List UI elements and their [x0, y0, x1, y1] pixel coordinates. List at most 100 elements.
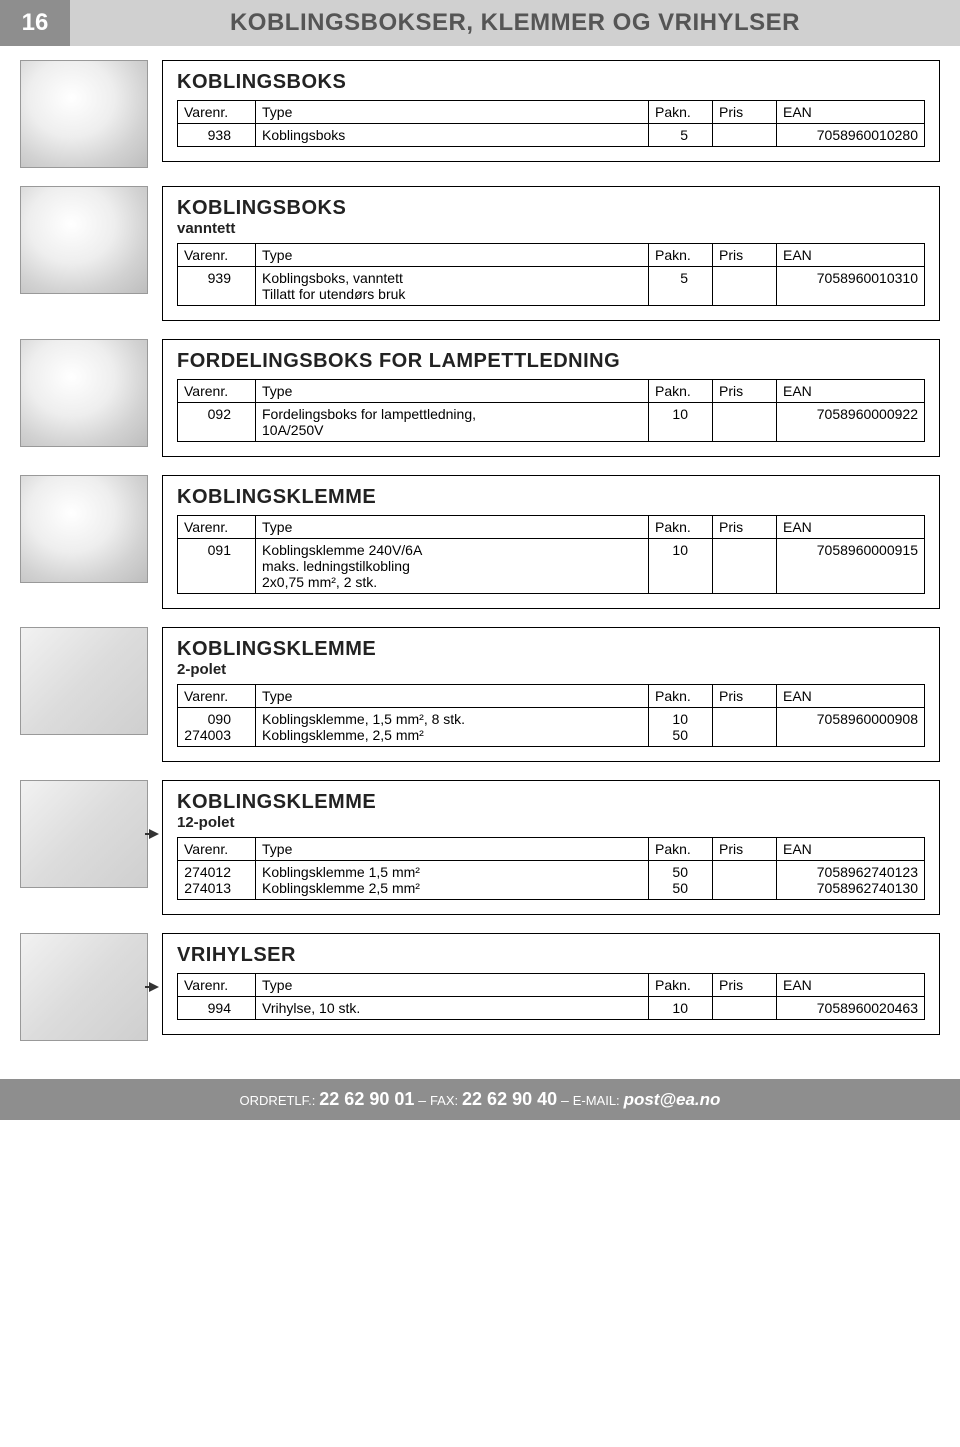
section-subtitle: 2-polet — [177, 661, 925, 678]
table-header-varenr: Varenr. — [178, 101, 256, 124]
table-header-ean: EAN — [777, 838, 925, 861]
table-header-pris: Pris — [713, 838, 777, 861]
table-header-pris: Pris — [713, 974, 777, 997]
table-cell-type: Koblingsklemme, 1,5 mm², 8 stk. Koblings… — [256, 708, 649, 747]
page-number: 16 — [0, 0, 70, 46]
section-block: KOBLINGSKLEMME12-polet Varenr.TypePakn.Pr… — [20, 780, 940, 915]
table-header-type: Type — [256, 838, 649, 861]
table-cell-ean: 7058960000915 — [777, 539, 925, 594]
section-panel: KOBLINGSKLEMME2-poletVarenr.TypePakn.Pri… — [162, 627, 940, 762]
table-cell-pris — [713, 267, 777, 306]
table-header-type: Type — [256, 685, 649, 708]
table-cell-pris — [713, 861, 777, 900]
product-table: Varenr.TypePakn.PrisEAN938Koblingsboks57… — [177, 100, 925, 147]
table-header-pris: Pris — [713, 101, 777, 124]
table-cell-type: Koblingsklemme 1,5 mm² Koblingsklemme 2,… — [256, 861, 649, 900]
table-header-ean: EAN — [777, 244, 925, 267]
table-header-varenr: Varenr. — [178, 685, 256, 708]
table-cell-varenr: 092 — [178, 403, 256, 442]
page-title: KOBLINGSBOKSER, KLEMMER OG VRIHYLSER — [70, 0, 960, 46]
table-header-pris: Pris — [713, 685, 777, 708]
table-row: 274012 274013Koblingsklemme 1,5 mm² Kobl… — [178, 861, 925, 900]
table-cell-type: Fordelingsboks for lampettledning, 10A/2… — [256, 403, 649, 442]
table-cell-pris — [713, 539, 777, 594]
product-photo — [20, 933, 148, 1041]
table-header-ean: EAN — [777, 516, 925, 539]
table-cell-varenr: 938 — [178, 124, 256, 147]
table-header-pris: Pris — [713, 516, 777, 539]
table-cell-varenr: 091 — [178, 539, 256, 594]
table-header-varenr: Varenr. — [178, 974, 256, 997]
table-row: 090 274003Koblingsklemme, 1,5 mm², 8 stk… — [178, 708, 925, 747]
table-cell-pakn: 10 — [649, 403, 713, 442]
table-header-pakn: Pakn. — [649, 380, 713, 403]
table-header-ean: EAN — [777, 974, 925, 997]
product-photo — [20, 475, 148, 583]
section-title: FORDELINGSBOKS FOR LAMPETTLEDNING — [177, 350, 925, 373]
table-header-ean: EAN — [777, 685, 925, 708]
table-cell-pris — [713, 708, 777, 747]
product-photo — [20, 60, 148, 168]
product-table: Varenr.TypePakn.PrisEAN274012 274013Kobl… — [177, 837, 925, 900]
table-header-type: Type — [256, 244, 649, 267]
table-cell-pris — [713, 124, 777, 147]
table-row: 091Koblingsklemme 240V/6A maks. lednings… — [178, 539, 925, 594]
section-block: KOBLINGSKLEMMEVarenr.TypePakn.PrisEAN091… — [20, 475, 940, 609]
section-panel: KOBLINGSKLEMMEVarenr.TypePakn.PrisEAN091… — [162, 475, 940, 609]
section-subtitle: 12-polet — [177, 814, 925, 831]
section-title: KOBLINGSKLEMME — [177, 638, 925, 661]
table-header-pakn: Pakn. — [649, 974, 713, 997]
table-header-ean: EAN — [777, 380, 925, 403]
table-cell-pakn: 5 — [649, 267, 713, 306]
footer-fax-label: FAX: — [430, 1093, 458, 1108]
table-cell-pakn: 10 — [649, 539, 713, 594]
product-photo — [20, 780, 148, 888]
product-table: Varenr.TypePakn.PrisEAN090 274003Kobling… — [177, 684, 925, 747]
section-block: KOBLINGSBOKSvanntettVarenr.TypePakn.Pris… — [20, 186, 940, 321]
product-table: Varenr.TypePakn.PrisEAN994Vrihylse, 10 s… — [177, 973, 925, 1020]
table-row: 994Vrihylse, 10 stk.107058960020463 — [178, 997, 925, 1020]
table-cell-ean: 7058960010310 — [777, 267, 925, 306]
section-panel: VRIHYLSER Varenr.TypePakn.PrisEAN994Vrihy… — [162, 933, 940, 1035]
section-block: KOBLINGSKLEMME2-poletVarenr.TypePakn.Pri… — [20, 627, 940, 762]
product-table: Varenr.TypePakn.PrisEAN092Fordelingsboks… — [177, 379, 925, 442]
table-cell-ean: 7058960010280 — [777, 124, 925, 147]
table-cell-ean: 7058960020463 — [777, 997, 925, 1020]
section-block: FORDELINGSBOKS FOR LAMPETTLEDNINGVarenr.… — [20, 339, 940, 457]
section-block: KOBLINGSBOKSVarenr.TypePakn.PrisEAN938Ko… — [20, 60, 940, 168]
table-cell-pakn: 5 — [649, 124, 713, 147]
section-panel: KOBLINGSBOKSVarenr.TypePakn.PrisEAN938Ko… — [162, 60, 940, 162]
footer-email: post@ea.no — [624, 1090, 721, 1109]
table-cell-ean: 7058960000922 — [777, 403, 925, 442]
table-cell-type: Koblingsboks, vanntett Tillatt for utend… — [256, 267, 649, 306]
footer-fax-num: 22 62 90 40 — [462, 1089, 557, 1109]
section-title: KOBLINGSBOKS — [177, 197, 925, 220]
table-cell-type: Koblingsboks — [256, 124, 649, 147]
table-cell-type: Koblingsklemme 240V/6A maks. ledningstil… — [256, 539, 649, 594]
footer-email-label: E-MAIL: — [573, 1093, 620, 1108]
table-cell-varenr: 090 274003 — [178, 708, 256, 747]
product-table: Varenr.TypePakn.PrisEAN091Koblingsklemme… — [177, 515, 925, 594]
table-row: 939Koblingsboks, vanntett Tillatt for ut… — [178, 267, 925, 306]
section-panel: FORDELINGSBOKS FOR LAMPETTLEDNINGVarenr.… — [162, 339, 940, 457]
product-table: Varenr.TypePakn.PrisEAN939Koblingsboks, … — [177, 243, 925, 306]
section-panel: KOBLINGSKLEMME12-polet Varenr.TypePakn.Pr… — [162, 780, 940, 915]
section-title: KOBLINGSKLEMME — [177, 486, 925, 509]
table-cell-ean: 7058960000908 — [777, 708, 925, 747]
table-header-pakn: Pakn. — [649, 244, 713, 267]
table-header-varenr: Varenr. — [178, 516, 256, 539]
table-header-pris: Pris — [713, 380, 777, 403]
content-area: KOBLINGSBOKSVarenr.TypePakn.PrisEAN938Ko… — [0, 46, 960, 1079]
table-header-pakn: Pakn. — [649, 101, 713, 124]
table-cell-varenr: 939 — [178, 267, 256, 306]
table-header-ean: EAN — [777, 101, 925, 124]
table-header-varenr: Varenr. — [178, 838, 256, 861]
footer-ordretlf-num: 22 62 90 01 — [319, 1089, 414, 1109]
table-header-varenr: Varenr. — [178, 244, 256, 267]
section-block: VRIHYLSER Varenr.TypePakn.PrisEAN994Vrihy… — [20, 933, 940, 1041]
footer-ordretlf-label: ORDRETLF.: — [240, 1093, 316, 1108]
table-row: 938Koblingsboks5 7058960010280 — [178, 124, 925, 147]
table-header-type: Type — [256, 516, 649, 539]
section-title: KOBLINGSKLEMME — [177, 791, 925, 814]
section-title: VRIHYLSER — [177, 944, 925, 967]
